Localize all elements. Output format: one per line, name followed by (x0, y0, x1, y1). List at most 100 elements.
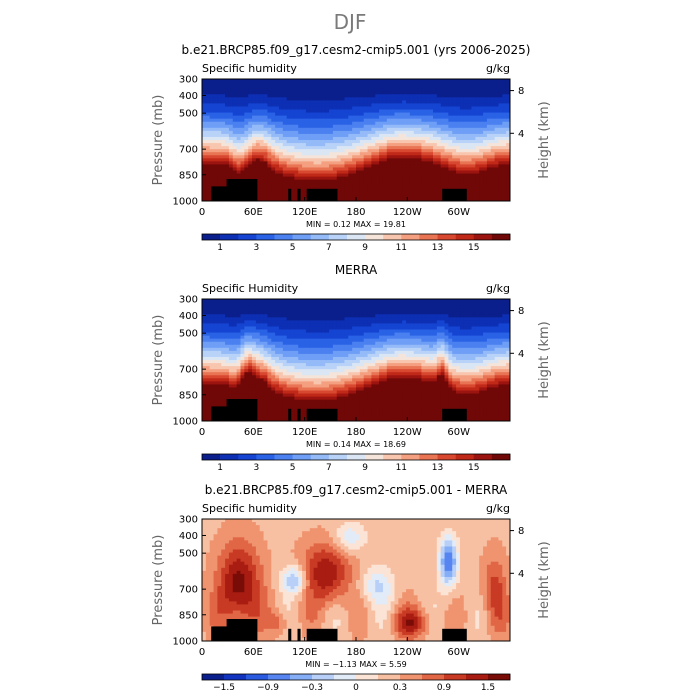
heatmap-cell (348, 405, 353, 410)
heatmap-cell (502, 164, 507, 168)
heatmap-cell (309, 79, 315, 83)
heatmap-cell (313, 299, 318, 303)
x-tick-label: 60W (447, 207, 470, 218)
heatmap-cell (448, 79, 453, 83)
heatmap-cell (467, 188, 472, 193)
heatmap-cell (232, 97, 238, 101)
heatmap-cell (494, 191, 499, 196)
heatmap-cell (267, 402, 272, 407)
heatmap-cell (352, 408, 357, 413)
heatmap-cell (202, 118, 207, 123)
heatmap-cell (398, 176, 403, 181)
heatmap-cell (413, 79, 419, 83)
heatmap-cell (209, 384, 215, 388)
heatmap-cell (398, 106, 403, 110)
heatmap-cell (367, 179, 372, 184)
heatmap-cell (213, 332, 218, 337)
heatmap-cell (348, 387, 353, 391)
heatmap-cell (213, 366, 218, 370)
heatmap-cell (421, 121, 426, 126)
heatmap-cell (467, 161, 472, 165)
heatmap-cell (363, 320, 369, 324)
heatmap-cell (344, 185, 349, 190)
heatmap-cell (356, 396, 361, 401)
heatmap-cell (240, 85, 245, 89)
heatmap-cell (406, 191, 411, 196)
heatmap-cell (305, 100, 311, 104)
heatmap-cell (336, 320, 342, 324)
heatmap-cell (506, 130, 511, 135)
heatmap-cell (302, 130, 307, 135)
heatmap-cell (356, 133, 361, 138)
heatmap-cell (244, 341, 249, 346)
heatmap-cell (275, 363, 280, 367)
heatmap-cell (417, 158, 422, 162)
heatmap-cell (286, 299, 292, 303)
heatmap-cell (413, 115, 419, 120)
heatmap-cell (498, 161, 503, 165)
heatmap-cell (209, 393, 215, 398)
heatmap-cell (375, 155, 380, 159)
heatmap-cell (213, 118, 218, 123)
heatmap-cell (205, 115, 211, 120)
heatmap-cell (367, 305, 372, 309)
heatmap-cell (467, 149, 472, 153)
heatmap-cell (259, 140, 265, 144)
heatmap-cell (259, 332, 265, 337)
heatmap-cell (363, 414, 369, 419)
heatmap-cell (479, 127, 484, 132)
heatmap-cell (456, 143, 461, 147)
heatmap-cell (236, 158, 241, 162)
heatmap-cell (329, 146, 334, 150)
heatmap-cell (286, 390, 292, 395)
heatmap-cell (429, 140, 434, 144)
heatmap-cell (213, 79, 218, 83)
heatmap-cell (452, 109, 457, 114)
heatmap-cell (298, 387, 303, 391)
colorbar-swatch (310, 234, 330, 240)
heatmap-cell (371, 115, 376, 120)
heatmap-cell (429, 194, 434, 199)
heatmap-cell (275, 384, 280, 388)
heatmap-cell (325, 329, 330, 334)
heatmap-cell (205, 347, 211, 352)
heatmap-cell (390, 115, 395, 120)
heatmap-cell (417, 106, 422, 110)
heatmap-cell (267, 124, 272, 129)
heatmap-cell (305, 143, 311, 147)
heatmap-cell (302, 133, 307, 138)
heatmap-cell (448, 121, 453, 126)
heatmap-cell (202, 79, 207, 83)
heatmap-cell (298, 369, 303, 373)
heatmap-cell (483, 155, 488, 159)
heatmap-cell (398, 127, 403, 132)
heatmap-cell (352, 387, 357, 391)
heatmap-cell (275, 97, 280, 101)
heatmap-cell (209, 82, 215, 86)
heatmap-cell (498, 100, 503, 104)
heatmap-cell (502, 121, 507, 126)
heatmap-cell (298, 323, 303, 327)
heatmap-cell (390, 158, 395, 162)
heatmap-cell (490, 143, 496, 147)
heatmap-cell (498, 158, 503, 162)
heatmap-cell (402, 161, 407, 165)
heatmap-cell (348, 363, 353, 367)
heatmap-cell (213, 384, 218, 388)
heatmap-cell (236, 161, 241, 165)
heatmap-cell (248, 158, 253, 162)
heatmap-cell (390, 140, 395, 144)
heatmap-cell (309, 375, 315, 379)
heatmap-cell (398, 103, 403, 107)
heatmap-cell (232, 350, 238, 355)
heatmap-cell (433, 103, 438, 107)
heatmap-cell (221, 353, 226, 358)
heatmap-cell (436, 197, 442, 202)
heatmap-cell (321, 317, 326, 321)
heatmap-cell (321, 323, 326, 327)
heatmap-cell (406, 164, 411, 168)
panel-units: g/kg (486, 282, 510, 295)
heatmap-cell (271, 366, 276, 370)
heatmap-cell (409, 91, 415, 95)
heatmap-cell (279, 378, 284, 382)
